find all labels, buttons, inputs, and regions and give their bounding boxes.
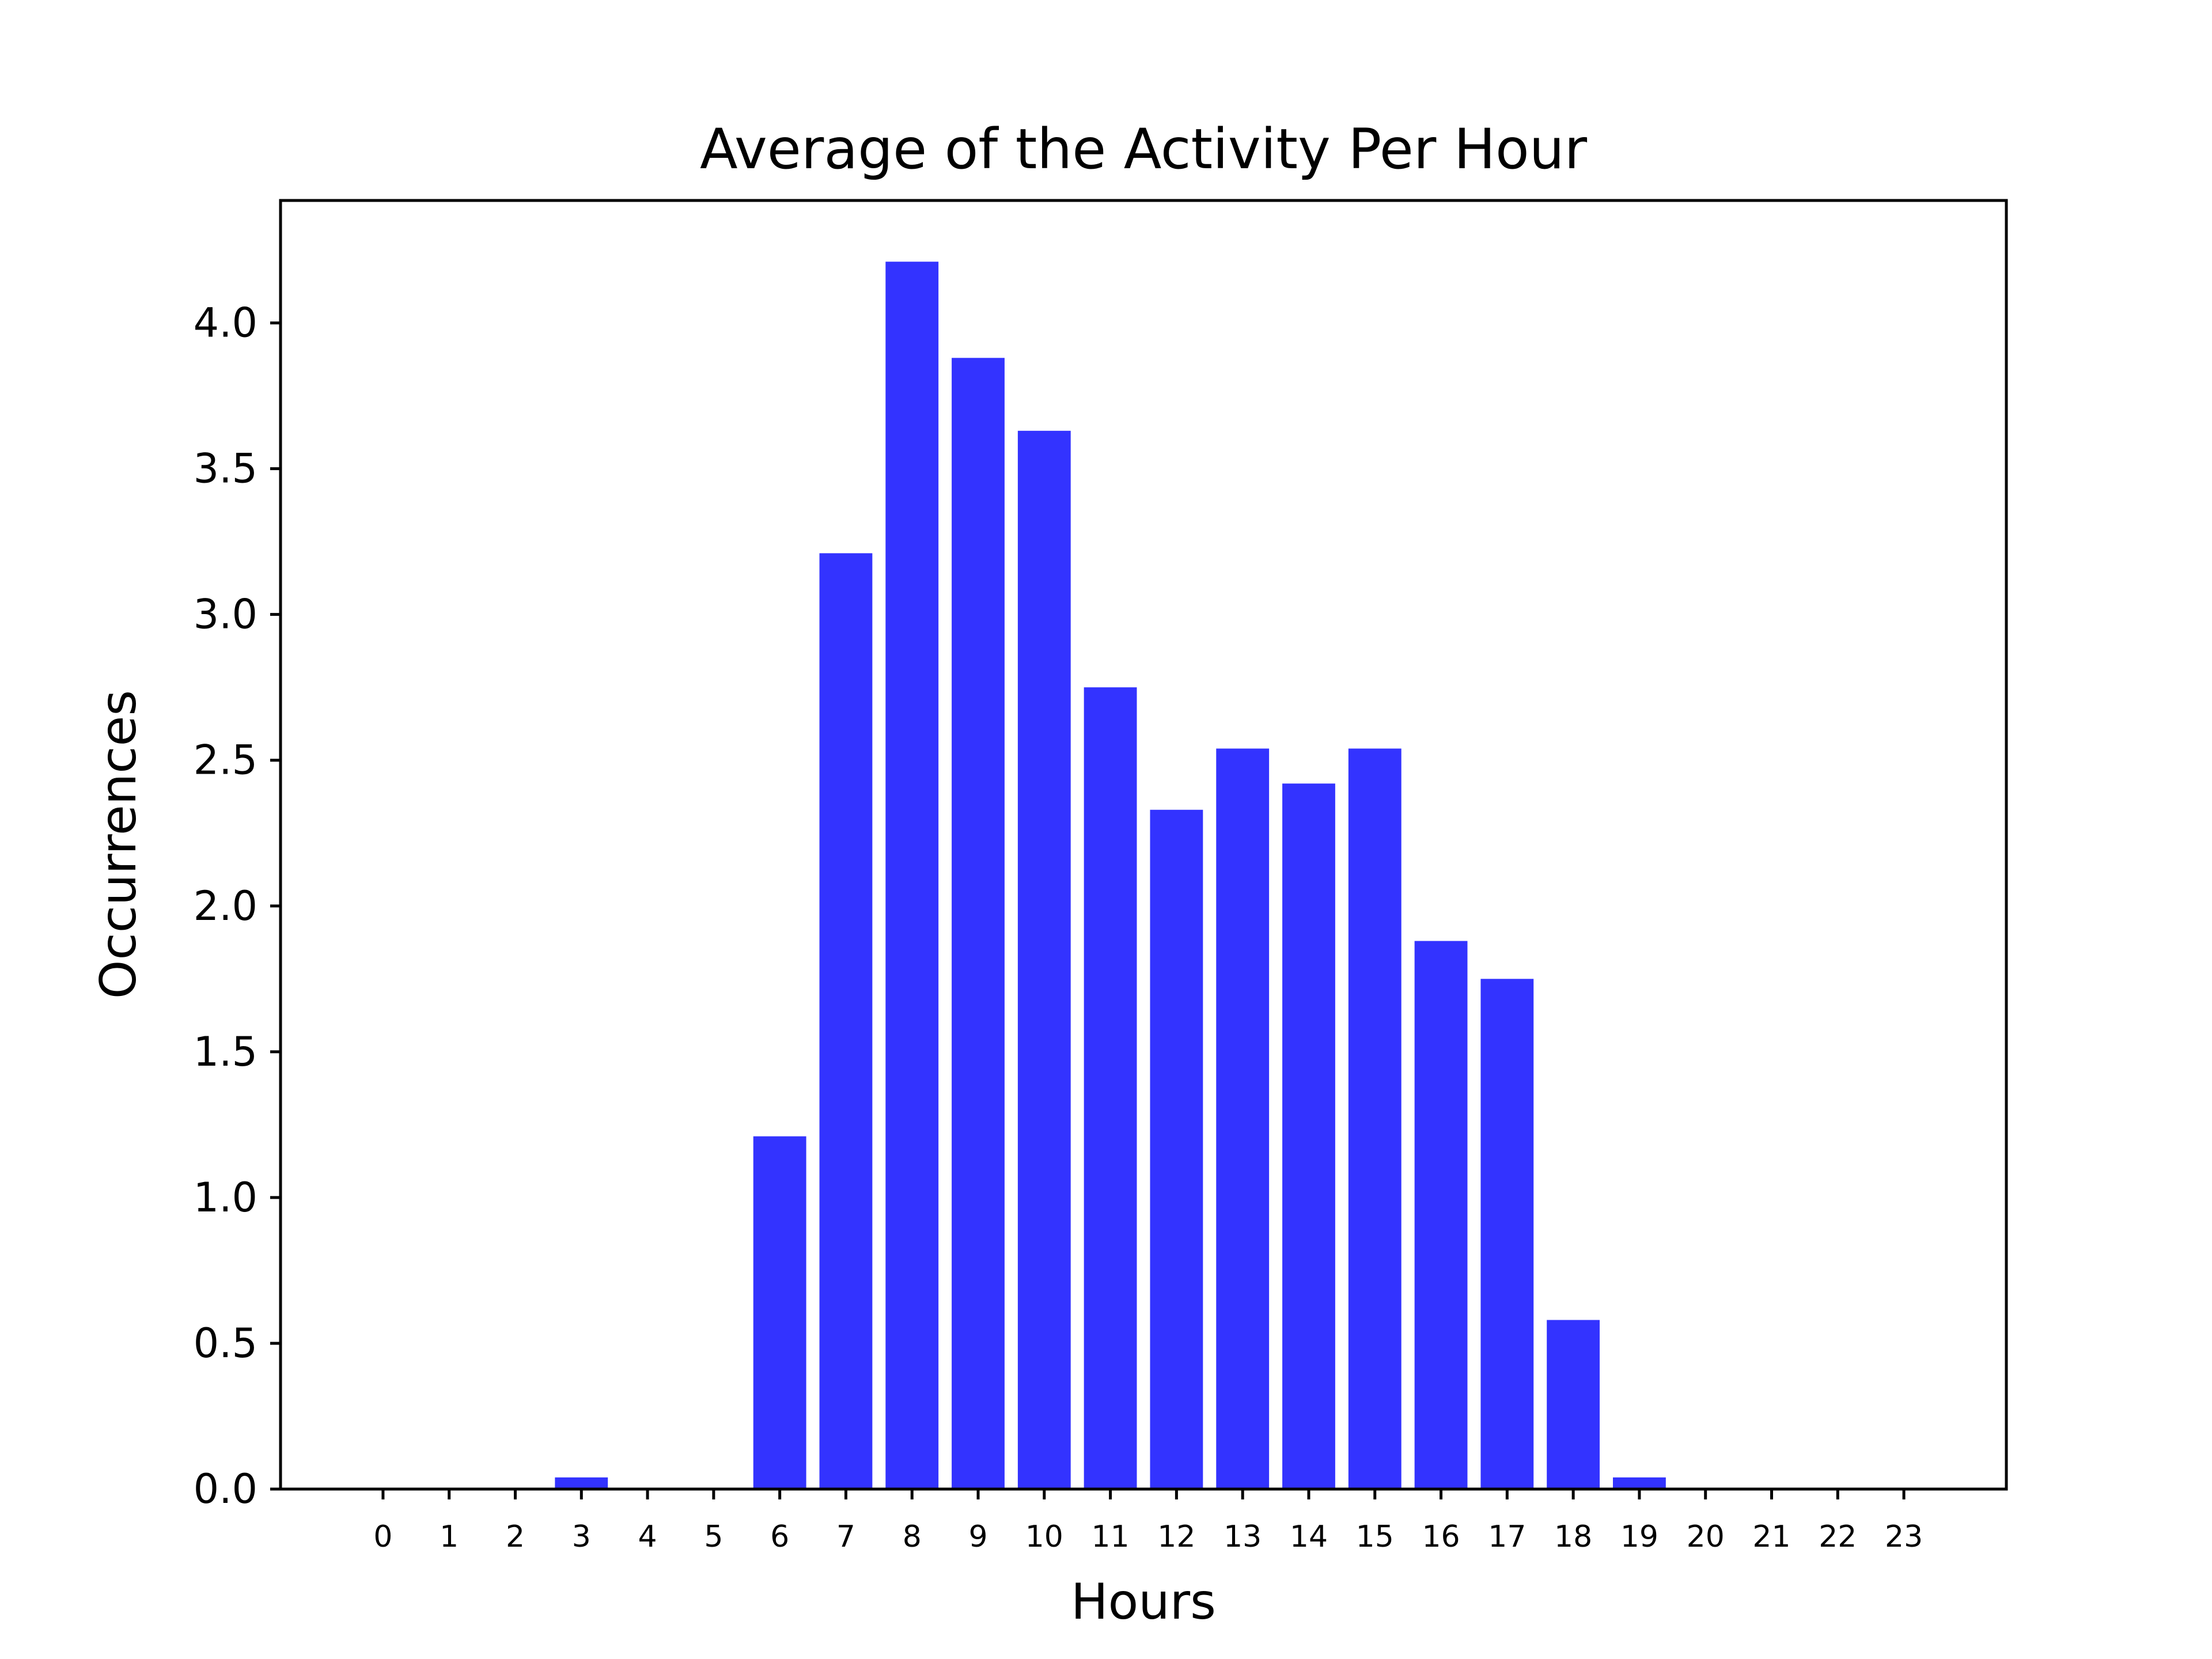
x-tick-label-13: 13	[1224, 1520, 1262, 1554]
x-tick-label-17: 17	[1488, 1520, 1526, 1554]
x-tick-label-6: 6	[770, 1520, 789, 1554]
x-tick-label-10: 10	[1025, 1520, 1063, 1554]
x-tick-label-4: 4	[638, 1520, 657, 1554]
y-tick-label-0.5: 0.5	[194, 1320, 257, 1367]
bar-hour-10	[1017, 430, 1071, 1489]
bar-hour-7	[819, 553, 873, 1489]
plot-area-frame	[279, 199, 2008, 1491]
x-tick-label-22: 22	[1819, 1520, 1857, 1554]
bar-hour-13	[1216, 748, 1270, 1489]
bar-hour-17	[1480, 979, 1534, 1489]
y-tick-label-2.5: 2.5	[194, 737, 257, 784]
x-tick-label-11: 11	[1092, 1520, 1130, 1554]
bar-hour-15	[1348, 748, 1402, 1489]
x-tick-label-23: 23	[1885, 1520, 1923, 1554]
x-tick-label-8: 8	[903, 1520, 922, 1554]
x-tick-label-14: 14	[1290, 1520, 1328, 1554]
x-tick-label-0: 0	[373, 1520, 392, 1554]
y-axis-label: Occurrences	[90, 690, 147, 999]
y-tick-label-0.0: 0.0	[194, 1465, 257, 1513]
x-tick-label-12: 12	[1157, 1520, 1195, 1554]
x-tick-label-3: 3	[572, 1520, 591, 1554]
x-tick-label-15: 15	[1356, 1520, 1394, 1554]
x-tick-label-2: 2	[506, 1520, 525, 1554]
bar-hour-14	[1282, 783, 1335, 1489]
bar-hour-6	[753, 1136, 806, 1489]
x-tick-label-7: 7	[836, 1520, 855, 1554]
bar-hour-12	[1150, 809, 1203, 1489]
x-tick-label-21: 21	[1752, 1520, 1790, 1554]
y-tick-label-3.5: 3.5	[194, 445, 257, 493]
x-tick-label-5: 5	[704, 1520, 723, 1554]
y-tick-label-2.0: 2.0	[194, 882, 257, 930]
x-tick-label-18: 18	[1554, 1520, 1592, 1554]
bar-hour-19	[1613, 1477, 1666, 1489]
chart-title: Average of the Activity Per Hour	[700, 117, 1588, 181]
x-tick-label-20: 20	[1687, 1520, 1725, 1554]
bar-hour-8	[885, 262, 939, 1489]
x-tick-label-9: 9	[968, 1520, 987, 1554]
y-tick-label-3.0: 3.0	[194, 591, 257, 638]
bar-hour-18	[1547, 1320, 1600, 1489]
y-tick-label-1.5: 1.5	[194, 1028, 257, 1075]
y-tick-label-4.0: 4.0	[194, 300, 257, 347]
ticks-layer: 0 1 2 3 4 5 6 7 8 9 10 11 12 13 14 15 16 17 18 19 20 21 22 230.…	[194, 300, 1923, 1554]
bars-layer	[555, 262, 1666, 1489]
bar-hour-3	[555, 1477, 608, 1489]
bar-hour-11	[1084, 687, 1137, 1489]
x-tick-label-1: 1	[440, 1520, 459, 1554]
x-tick-label-16: 16	[1422, 1520, 1460, 1554]
x-axis-label: Hours	[1071, 1573, 1216, 1631]
x-tick-label-19: 19	[1620, 1520, 1658, 1554]
y-tick-label-1.0: 1.0	[194, 1174, 257, 1221]
bar-hour-16	[1414, 941, 1468, 1489]
bar-hour-9	[952, 358, 1005, 1489]
